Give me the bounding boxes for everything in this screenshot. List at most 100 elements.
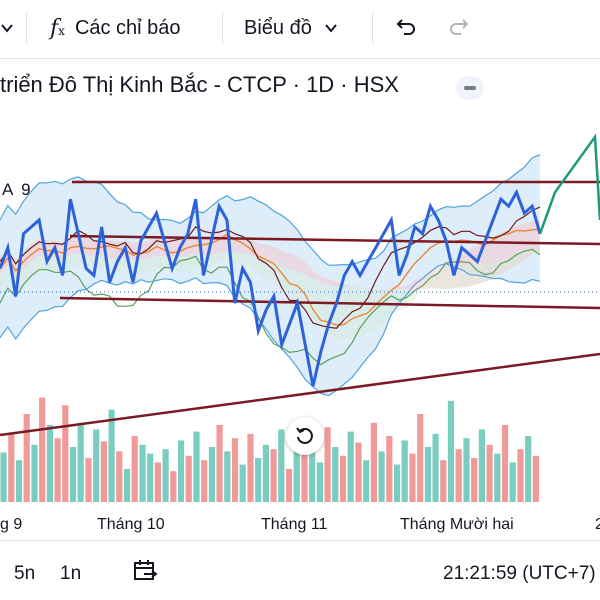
volume-bar bbox=[85, 458, 92, 502]
volume-bar bbox=[8, 433, 15, 502]
volume-bar bbox=[378, 451, 385, 502]
volume-bar bbox=[15, 460, 23, 502]
volume-bar bbox=[440, 460, 447, 502]
volume-bar bbox=[162, 449, 169, 502]
volume-bar bbox=[224, 451, 231, 502]
volume-bar bbox=[201, 460, 208, 502]
volume-bar bbox=[208, 447, 215, 502]
volume-bar bbox=[316, 462, 323, 502]
volume-bar bbox=[455, 449, 462, 502]
projection-line[interactable] bbox=[538, 133, 600, 235]
indicators-button[interactable]: fx Các chỉ báo bbox=[50, 0, 181, 56]
range-5d-button[interactable]: 5n bbox=[14, 563, 36, 584]
volume-bar bbox=[123, 469, 131, 502]
volume-bar bbox=[193, 431, 200, 502]
symbol-title[interactable]: triển Đô Thị Kinh Bắc - CTCP · 1D · HSX bbox=[0, 72, 399, 97]
volume-bar bbox=[532, 455, 539, 502]
volume-bar bbox=[486, 444, 493, 502]
volume-bar bbox=[417, 414, 424, 502]
reset-icon bbox=[296, 427, 313, 444]
volume-bar bbox=[185, 455, 192, 502]
clock-timezone[interactable]: 21:21:59 (UTC+7) bbox=[443, 563, 596, 584]
volume-bar bbox=[54, 438, 61, 502]
toolbar-divider bbox=[26, 12, 27, 44]
undo-icon[interactable] bbox=[394, 0, 416, 56]
volume-bar bbox=[324, 427, 331, 502]
x-tick: Tháng 11 bbox=[261, 516, 328, 533]
volume-bar bbox=[31, 444, 38, 502]
volume-bar bbox=[347, 431, 354, 502]
chart-type-label: Biểu đồ bbox=[244, 16, 312, 39]
volume-bar bbox=[463, 438, 470, 502]
trendline[interactable] bbox=[59, 296, 600, 310]
minus-icon bbox=[464, 86, 476, 90]
chart-type-button[interactable]: Biểu đồ bbox=[244, 0, 338, 56]
volume-bar bbox=[154, 462, 161, 502]
trendline[interactable] bbox=[69, 234, 600, 246]
volume-bar bbox=[393, 464, 401, 502]
volume-bar bbox=[116, 451, 123, 502]
toolbar-divider bbox=[372, 12, 373, 44]
toolbar-divider bbox=[222, 12, 223, 44]
top-toolbar: fx Các chỉ báo Biểu đồ bbox=[0, 0, 600, 56]
volume-bars bbox=[0, 397, 539, 502]
volume-bar bbox=[62, 405, 69, 502]
x-axis: g 9 Tháng 10 Tháng 11 Tháng Mười hai 2 bbox=[0, 510, 600, 540]
volume-bar bbox=[177, 440, 185, 502]
indicator-label: A 9 bbox=[2, 180, 33, 199]
bollinger-band-fill bbox=[0, 154, 540, 396]
x-tick: g 9 bbox=[0, 516, 23, 533]
x-tick: Tháng Mười hai bbox=[400, 516, 514, 533]
volume-bar bbox=[69, 447, 77, 502]
volume-bar bbox=[239, 464, 246, 502]
volume-bar bbox=[93, 429, 100, 502]
x-tick: 2 bbox=[595, 516, 600, 533]
volume-bar bbox=[525, 436, 532, 502]
volume-bar bbox=[23, 414, 30, 502]
volume-bar bbox=[139, 444, 146, 502]
redo-icon[interactable] bbox=[449, 0, 471, 56]
volume-bar bbox=[255, 458, 262, 502]
chevron-down-icon bbox=[324, 21, 338, 35]
volume-bar bbox=[108, 409, 115, 502]
volume-bar bbox=[363, 460, 370, 502]
volume-bar bbox=[170, 471, 177, 502]
volume-bar bbox=[309, 438, 316, 502]
volume-bar bbox=[147, 453, 154, 502]
volume-bar bbox=[339, 455, 347, 502]
volume-bar bbox=[301, 453, 308, 502]
volume-bar bbox=[432, 433, 439, 502]
moving-average-brown bbox=[0, 206, 541, 329]
volume-bar bbox=[0, 452, 7, 502]
reset-chart-button[interactable] bbox=[286, 417, 324, 455]
bollinger-lower bbox=[0, 263, 541, 397]
volume-bar bbox=[247, 433, 254, 502]
price-chart[interactable] bbox=[0, 100, 600, 510]
trendline[interactable] bbox=[0, 352, 600, 437]
volume-bar bbox=[262, 444, 269, 502]
go-to-date-icon[interactable] bbox=[132, 559, 158, 589]
range-1m-button[interactable]: 1n bbox=[60, 563, 82, 584]
toolbar-divider-line bbox=[0, 58, 600, 59]
volume-bar bbox=[409, 453, 416, 502]
volume-bar bbox=[285, 469, 293, 502]
volume-bar bbox=[494, 453, 501, 502]
collapse-legend-button[interactable] bbox=[456, 76, 484, 100]
function-icon: fx bbox=[50, 15, 65, 41]
bottom-bar: 5n 1n 21:21:59 (UTC+7) bbox=[0, 541, 600, 600]
volume-bar bbox=[39, 397, 46, 502]
volume-bar bbox=[131, 436, 138, 502]
chevron-down-icon[interactable] bbox=[0, 0, 14, 56]
volume-bar bbox=[501, 425, 509, 502]
volume-bar bbox=[401, 440, 408, 502]
volume-bar bbox=[100, 441, 107, 502]
trendlines[interactable] bbox=[0, 180, 600, 437]
volume-bar bbox=[517, 449, 524, 502]
volume-bar bbox=[332, 447, 339, 502]
volume-bar bbox=[447, 400, 455, 502]
x-tick: Tháng 10 bbox=[97, 516, 165, 533]
volume-bar bbox=[293, 420, 300, 502]
indicators-label: Các chỉ báo bbox=[74, 16, 181, 39]
cloud-pink bbox=[0, 221, 540, 291]
bottom-divider bbox=[0, 540, 600, 541]
